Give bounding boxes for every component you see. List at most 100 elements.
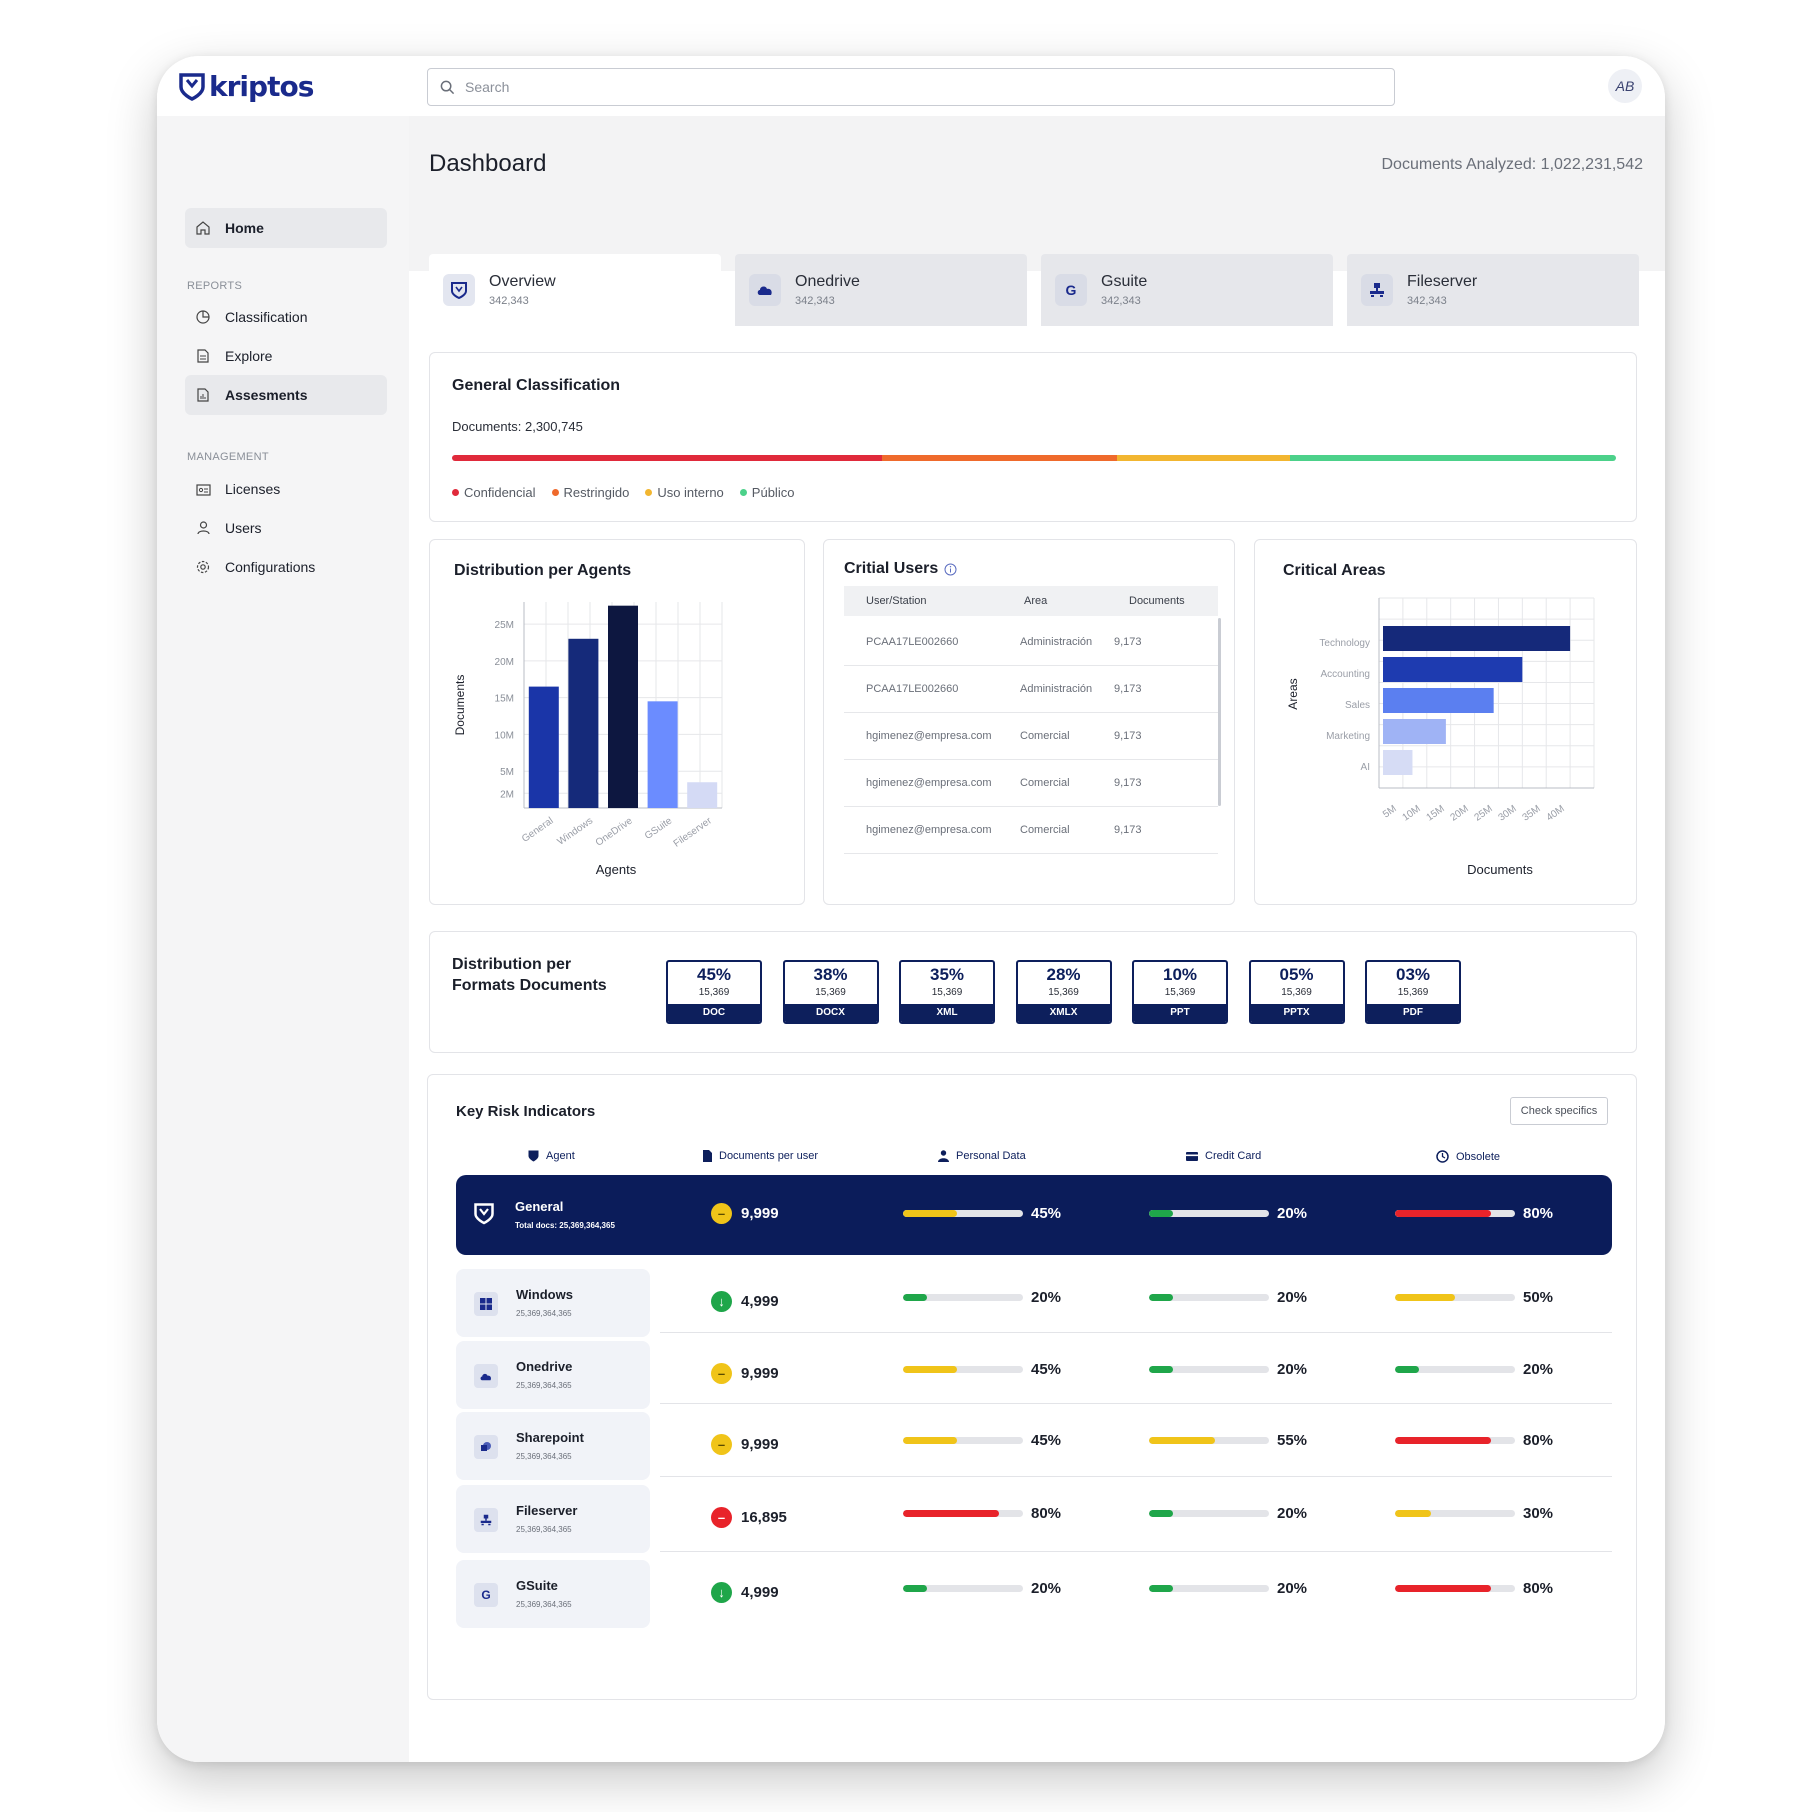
agent-total-docs: 25,369,364,365 [516, 1309, 572, 1318]
areas-bar-chart: Technology Accounting Sales Marketing AI 5M 10… [1286, 597, 1595, 877]
agent-card-gsuite[interactable]: G GSuite 25,369,364,365 [456, 1560, 650, 1628]
tab-overview[interactable]: Overview 342,343 [429, 254, 721, 326]
y-tick-label: 2M [500, 789, 514, 800]
format-box[interactable]: 38% 15,369 DOCX [782, 960, 879, 1024]
sidebar-item-assesments[interactable]: Assesments [185, 375, 387, 415]
classification-segment [881, 455, 1117, 461]
progress-track [903, 1585, 1023, 1592]
logo[interactable]: kriptos [179, 70, 314, 103]
format-box[interactable]: 10% 15,369 PPT [1132, 960, 1228, 1024]
search-input[interactable]: Search [427, 68, 1395, 106]
bar[interactable] [687, 782, 718, 808]
column-obsolete: Obsolete [1436, 1150, 1500, 1163]
percent-label: 20% [1277, 1361, 1308, 1378]
bar[interactable] [647, 701, 678, 808]
percent-label: 20% [1031, 1289, 1062, 1306]
agent-total-docs: 25,369,364,365 [516, 1600, 572, 1609]
legend-label: Confidencial [464, 485, 536, 500]
column-label: Obsolete [1456, 1150, 1501, 1163]
agent-name: Sharepoint [516, 1430, 584, 1445]
sidebar-item-label: Explore [225, 348, 273, 364]
info-icon[interactable] [944, 563, 957, 576]
check-specifics-button[interactable]: Check specifics [1510, 1097, 1608, 1125]
top-bar: kriptos Search AB [157, 56, 1665, 116]
agent-name: Fileserver [516, 1503, 578, 1518]
reports-section-label: REPORTS [187, 280, 243, 292]
sidebar-item-users[interactable]: Users [185, 508, 387, 548]
gear-icon [195, 559, 211, 575]
table-scrollbar[interactable] [1218, 618, 1221, 806]
percent-label: 45% [1031, 1205, 1062, 1222]
table-row[interactable]: PCAA17LE002660 Administración 9,173 [844, 665, 1218, 713]
x-tick-label: 35M [1520, 803, 1542, 823]
x-tick-label: 15M [1424, 803, 1446, 823]
home-icon [195, 220, 211, 236]
bar[interactable] [1383, 719, 1446, 744]
percent-label: 20% [1031, 1580, 1062, 1597]
table-cell: Comercial [1020, 729, 1070, 742]
sharepoint-icon [474, 1435, 498, 1459]
table-row[interactable]: hgimenez@empresa.com Comercial 9,173 [844, 712, 1218, 760]
clock-icon [1436, 1150, 1449, 1163]
x-tick-label: 10M [1400, 803, 1422, 823]
kri-row-general[interactable]: General Total docs: 25,369,364,365 – 9,9… [456, 1175, 1612, 1255]
bar[interactable] [1383, 750, 1413, 775]
documents-value: 4,999 [741, 1584, 779, 1601]
formats-card: Distribution per Formats Documents 45% 15… [429, 931, 1637, 1053]
credit-bar: 20% [1149, 1580, 1307, 1597]
sidebar-item-label: Users [225, 520, 262, 536]
progress-track [1149, 1294, 1269, 1301]
bar[interactable] [528, 686, 559, 808]
personal-bar: 20% [903, 1289, 1061, 1306]
percent-label: 20% [1277, 1205, 1308, 1222]
table-row[interactable]: PCAA17LE002660 Administración 9,173 [844, 618, 1218, 666]
bar[interactable] [608, 605, 638, 808]
sidebar-item-classification[interactable]: Classification [185, 297, 387, 337]
column-label: Credit Card [1205, 1150, 1262, 1162]
credit-card-bar: 20% [1149, 1205, 1307, 1222]
table-cell: 9,173 [1114, 823, 1142, 836]
tab-label: Fileserver [1407, 273, 1478, 290]
bar[interactable] [1383, 626, 1571, 651]
bar[interactable] [568, 638, 599, 808]
document-icon [195, 348, 211, 364]
agent-card-fileserver[interactable]: Fileserver 25,369,364,365 [456, 1485, 650, 1553]
sidebar-item-home[interactable]: Home [185, 208, 387, 248]
sidebar-item-explore[interactable]: Explore [185, 336, 387, 376]
bar[interactable] [1383, 657, 1523, 682]
agent-card-sharepoint[interactable]: Sharepoint 25,369,364,365 [456, 1412, 650, 1480]
critical-areas-card: Critical Areas Technology Accounting Sales… [1254, 539, 1637, 905]
tab-count: 342,343 [1101, 295, 1141, 307]
document-icon [703, 1150, 712, 1162]
table-row[interactable]: hgimenez@empresa.com Comercial 9,173 [844, 806, 1218, 854]
agent-card-onedrive[interactable]: Onedrive 25,369,364,365 [456, 1341, 650, 1409]
progress-track [1395, 1437, 1515, 1444]
status-icon: – [711, 1203, 732, 1224]
format-count: 15,369 [931, 987, 963, 998]
tab-fileserver[interactable]: Fileserver 342,343 [1347, 254, 1639, 326]
tab-onedrive[interactable]: Onedrive 342,343 [735, 254, 1027, 326]
table-cell: Comercial [1020, 823, 1070, 836]
format-box[interactable]: 45% 15,369 DOC [666, 960, 762, 1024]
bar[interactable] [1383, 688, 1494, 713]
column-credit-card: Credit Card [1186, 1150, 1261, 1162]
agent-card-windows[interactable]: Windows 25,369,364,365 [456, 1269, 650, 1337]
x-axis-label: Documents [1467, 862, 1533, 877]
classification-segment [452, 455, 882, 461]
sidebar-item-configurations[interactable]: Configurations [185, 547, 387, 587]
y-tick-label: Accounting [1321, 669, 1370, 680]
x-tick-label: OneDrive [594, 815, 635, 848]
sidebar-item-licenses[interactable]: Licenses [185, 469, 387, 509]
row-divider [660, 1476, 1612, 1477]
app-window: kriptos Search AB Home REPORTS Classific… [157, 56, 1665, 1762]
agent-total-docs: 25,369,364,365 [516, 1525, 572, 1534]
avatar[interactable]: AB [1608, 69, 1642, 103]
tab-gsuite[interactable]: G Gsuite 342,343 [1041, 254, 1333, 326]
format-box[interactable]: 05% 15,369 PPTX [1248, 960, 1345, 1024]
format-box[interactable]: 03% 15,369 PDF [1365, 960, 1461, 1024]
format-box[interactable]: 35% 15,369 XML [899, 960, 995, 1024]
format-box[interactable]: 28% 15,369 XMLX [1015, 960, 1112, 1024]
table-row[interactable]: hgimenez@empresa.com Comercial 9,173 [844, 759, 1218, 807]
shield-icon [474, 1203, 494, 1225]
